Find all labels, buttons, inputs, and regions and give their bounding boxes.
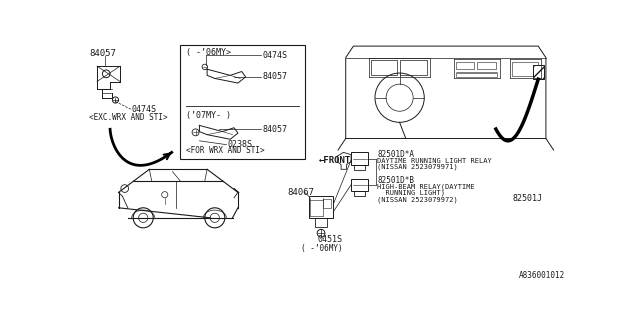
Bar xyxy=(180,44,305,158)
Bar xyxy=(354,191,365,196)
Text: 0451S: 0451S xyxy=(318,235,343,244)
Bar xyxy=(477,61,496,69)
Text: DAYTIME RUNNING LIGHT RELAY: DAYTIME RUNNING LIGHT RELAY xyxy=(378,158,492,164)
Bar xyxy=(354,165,365,170)
Bar xyxy=(456,73,497,77)
Text: HIGH-BEAM RELAY(DAYTIME: HIGH-BEAM RELAY(DAYTIME xyxy=(378,184,475,190)
Bar xyxy=(308,196,333,218)
Bar xyxy=(533,65,543,79)
Bar xyxy=(323,198,331,208)
Text: 82501D*A: 82501D*A xyxy=(378,150,414,159)
Text: (’07MY- ): (’07MY- ) xyxy=(186,111,231,120)
Bar xyxy=(371,60,397,75)
Text: 84057: 84057 xyxy=(262,72,287,81)
Text: <FOR WRX AND STI>: <FOR WRX AND STI> xyxy=(186,146,265,155)
Text: 82501J: 82501J xyxy=(513,194,543,203)
Text: ( -’06MY>: ( -’06MY> xyxy=(186,48,231,57)
Text: 0238S: 0238S xyxy=(228,140,253,149)
Text: ( -’06MY): ( -’06MY) xyxy=(301,244,342,253)
Text: 84057: 84057 xyxy=(90,49,116,58)
Text: RUNNING LIGHT): RUNNING LIGHT) xyxy=(378,190,445,196)
Bar xyxy=(512,61,538,76)
Text: 0474S: 0474S xyxy=(262,51,287,60)
Bar xyxy=(351,152,368,165)
Text: (NISSAN 2523079971): (NISSAN 2523079971) xyxy=(378,164,458,170)
Bar xyxy=(315,218,327,227)
Bar xyxy=(351,179,368,191)
Text: 82501D*B: 82501D*B xyxy=(378,176,414,185)
Text: A836001012: A836001012 xyxy=(519,271,565,280)
Text: 84057: 84057 xyxy=(262,125,287,134)
Text: <EXC.WRX AND STI>: <EXC.WRX AND STI> xyxy=(90,113,168,122)
Text: (NISSAN 2523079972): (NISSAN 2523079972) xyxy=(378,196,458,203)
Text: ←FRONT: ←FRONT xyxy=(319,156,351,164)
Text: 84067: 84067 xyxy=(287,188,314,197)
Bar xyxy=(401,60,427,75)
Text: 0474S: 0474S xyxy=(132,105,157,114)
Bar xyxy=(456,61,474,69)
